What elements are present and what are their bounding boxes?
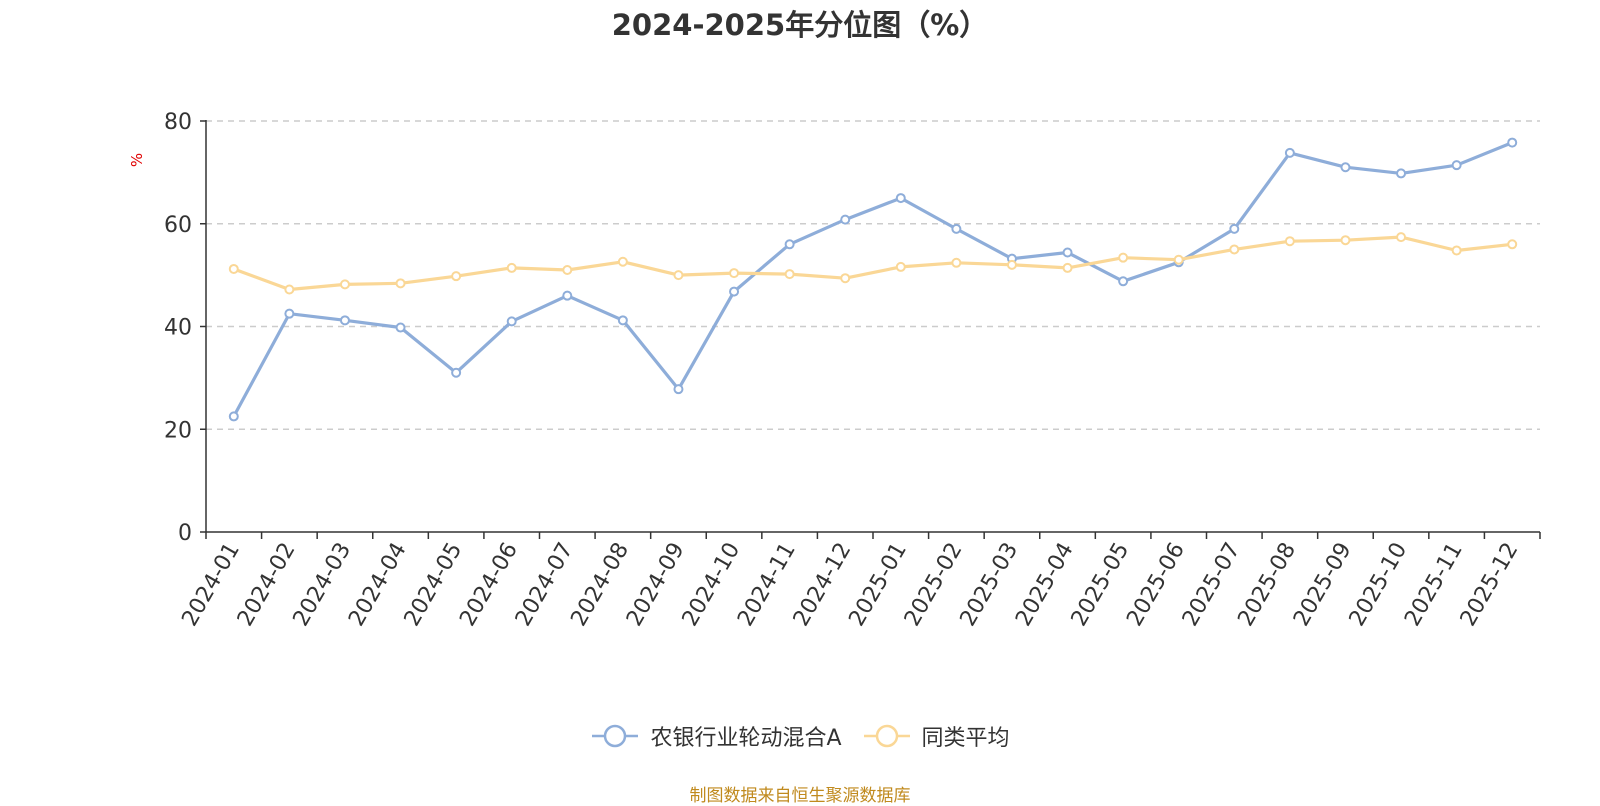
- data-point: [1118, 276, 1129, 287]
- data-point: [506, 262, 517, 273]
- data-point: [1451, 160, 1462, 171]
- legend-label: 同类平均: [921, 726, 1010, 751]
- series-lines: [228, 137, 1518, 422]
- x-axis: 2024-012024-022024-032024-042024-052024-…: [177, 531, 1541, 631]
- series-line-2: [232, 235, 1514, 292]
- data-point: [1507, 137, 1518, 148]
- legend-marker-icon: [592, 724, 639, 748]
- data-point: [339, 315, 350, 326]
- data-point: [1507, 239, 1518, 250]
- chart-title: 2024-2025年分位图（%）: [611, 8, 989, 42]
- data-point: [228, 411, 239, 422]
- data-point: [1451, 245, 1462, 256]
- data-point: [339, 279, 350, 290]
- series-line-1: [232, 141, 1514, 418]
- data-point: [673, 384, 684, 395]
- data-point: [784, 239, 795, 250]
- data-point: [1229, 223, 1240, 234]
- y-axis-label: %: [128, 153, 146, 167]
- y-axis: 0 20 40 60 80: [164, 110, 207, 546]
- data-point: [1396, 232, 1407, 243]
- data-point: [617, 315, 628, 326]
- data-point: [1118, 252, 1129, 263]
- data-point: [562, 264, 573, 275]
- data-point: [395, 278, 406, 289]
- data-point: [729, 268, 740, 279]
- data-point: [951, 223, 962, 234]
- y-tick-label: 20: [164, 418, 192, 443]
- data-point: [1340, 162, 1351, 173]
- data-point: [1062, 262, 1073, 273]
- gridlines: [206, 120, 1540, 430]
- source-note: 制图数据来自恒生聚源数据库: [689, 786, 911, 806]
- data-point: [1006, 259, 1017, 270]
- data-point: [784, 269, 795, 280]
- data-point: [1284, 147, 1295, 158]
- data-point: [729, 286, 740, 297]
- data-point: [1062, 247, 1073, 258]
- data-point: [1284, 236, 1295, 247]
- legend-item-1[interactable]: 农银行业轮动混合A: [590, 720, 842, 752]
- data-point: [228, 263, 239, 274]
- legend-item-2[interactable]: 同类平均: [862, 720, 1010, 752]
- data-point: [395, 322, 406, 333]
- y-tick-label: 0: [178, 521, 192, 546]
- data-point: [1173, 254, 1184, 265]
- data-point: [840, 214, 851, 225]
- data-point: [673, 270, 684, 281]
- legend: 农银行业轮动混合A 同类平均: [0, 720, 1600, 752]
- data-point: [895, 193, 906, 204]
- data-point: [1229, 244, 1240, 255]
- legend-marker-icon: [863, 724, 910, 748]
- data-point: [284, 284, 295, 295]
- y-tick-label: 40: [164, 316, 192, 341]
- data-point: [284, 308, 295, 319]
- data-point: [506, 316, 517, 327]
- data-point: [951, 257, 962, 268]
- data-point: [840, 273, 851, 284]
- data-point: [1396, 168, 1407, 179]
- y-tick-label: 60: [164, 213, 192, 238]
- legend-label: 农银行业轮动混合A: [650, 726, 842, 751]
- data-point: [617, 256, 628, 267]
- data-point: [562, 290, 573, 301]
- data-point: [451, 367, 462, 378]
- data-point: [895, 261, 906, 272]
- data-point: [451, 271, 462, 282]
- y-tick-label: 80: [164, 110, 192, 135]
- data-point: [1340, 235, 1351, 246]
